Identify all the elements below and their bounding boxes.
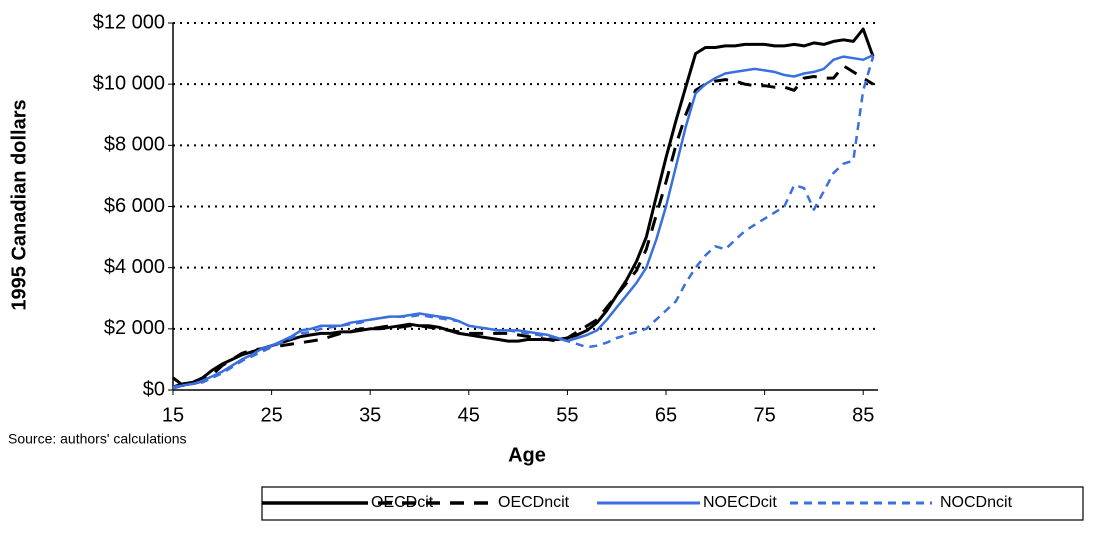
y-tick-label: $6 000 (104, 195, 165, 217)
legend-label: NOCDncit (940, 494, 1013, 511)
x-tick-label: 85 (852, 404, 874, 426)
x-axis-label: Age (508, 444, 546, 466)
source-note: Source: authors' calculations (8, 431, 187, 447)
x-tick-label: 75 (753, 404, 775, 426)
series-line (172, 64, 874, 387)
y-tick-label: $2 000 (104, 317, 165, 339)
y-axis-label: 1995 Canadian dollars (8, 99, 30, 310)
x-tick-label: 65 (655, 404, 677, 426)
legend-label: NOECDcit (703, 494, 777, 511)
y-tick-label: $0 (143, 378, 165, 400)
series-line (172, 56, 875, 389)
y-tick-label: $4 000 (104, 256, 165, 278)
x-tick-label: 35 (359, 404, 381, 426)
y-tick-label: $8 000 (104, 134, 165, 156)
y-tick-label: $10 000 (93, 72, 165, 94)
legend-label: OECDncit (498, 494, 570, 511)
x-tick-label: 45 (458, 404, 480, 426)
x-tick-label: 25 (260, 404, 282, 426)
x-tick-label: 15 (162, 404, 184, 426)
series-line (172, 53, 874, 390)
x-tick-label: 55 (556, 404, 578, 426)
y-tick-label: $12 000 (93, 11, 165, 33)
